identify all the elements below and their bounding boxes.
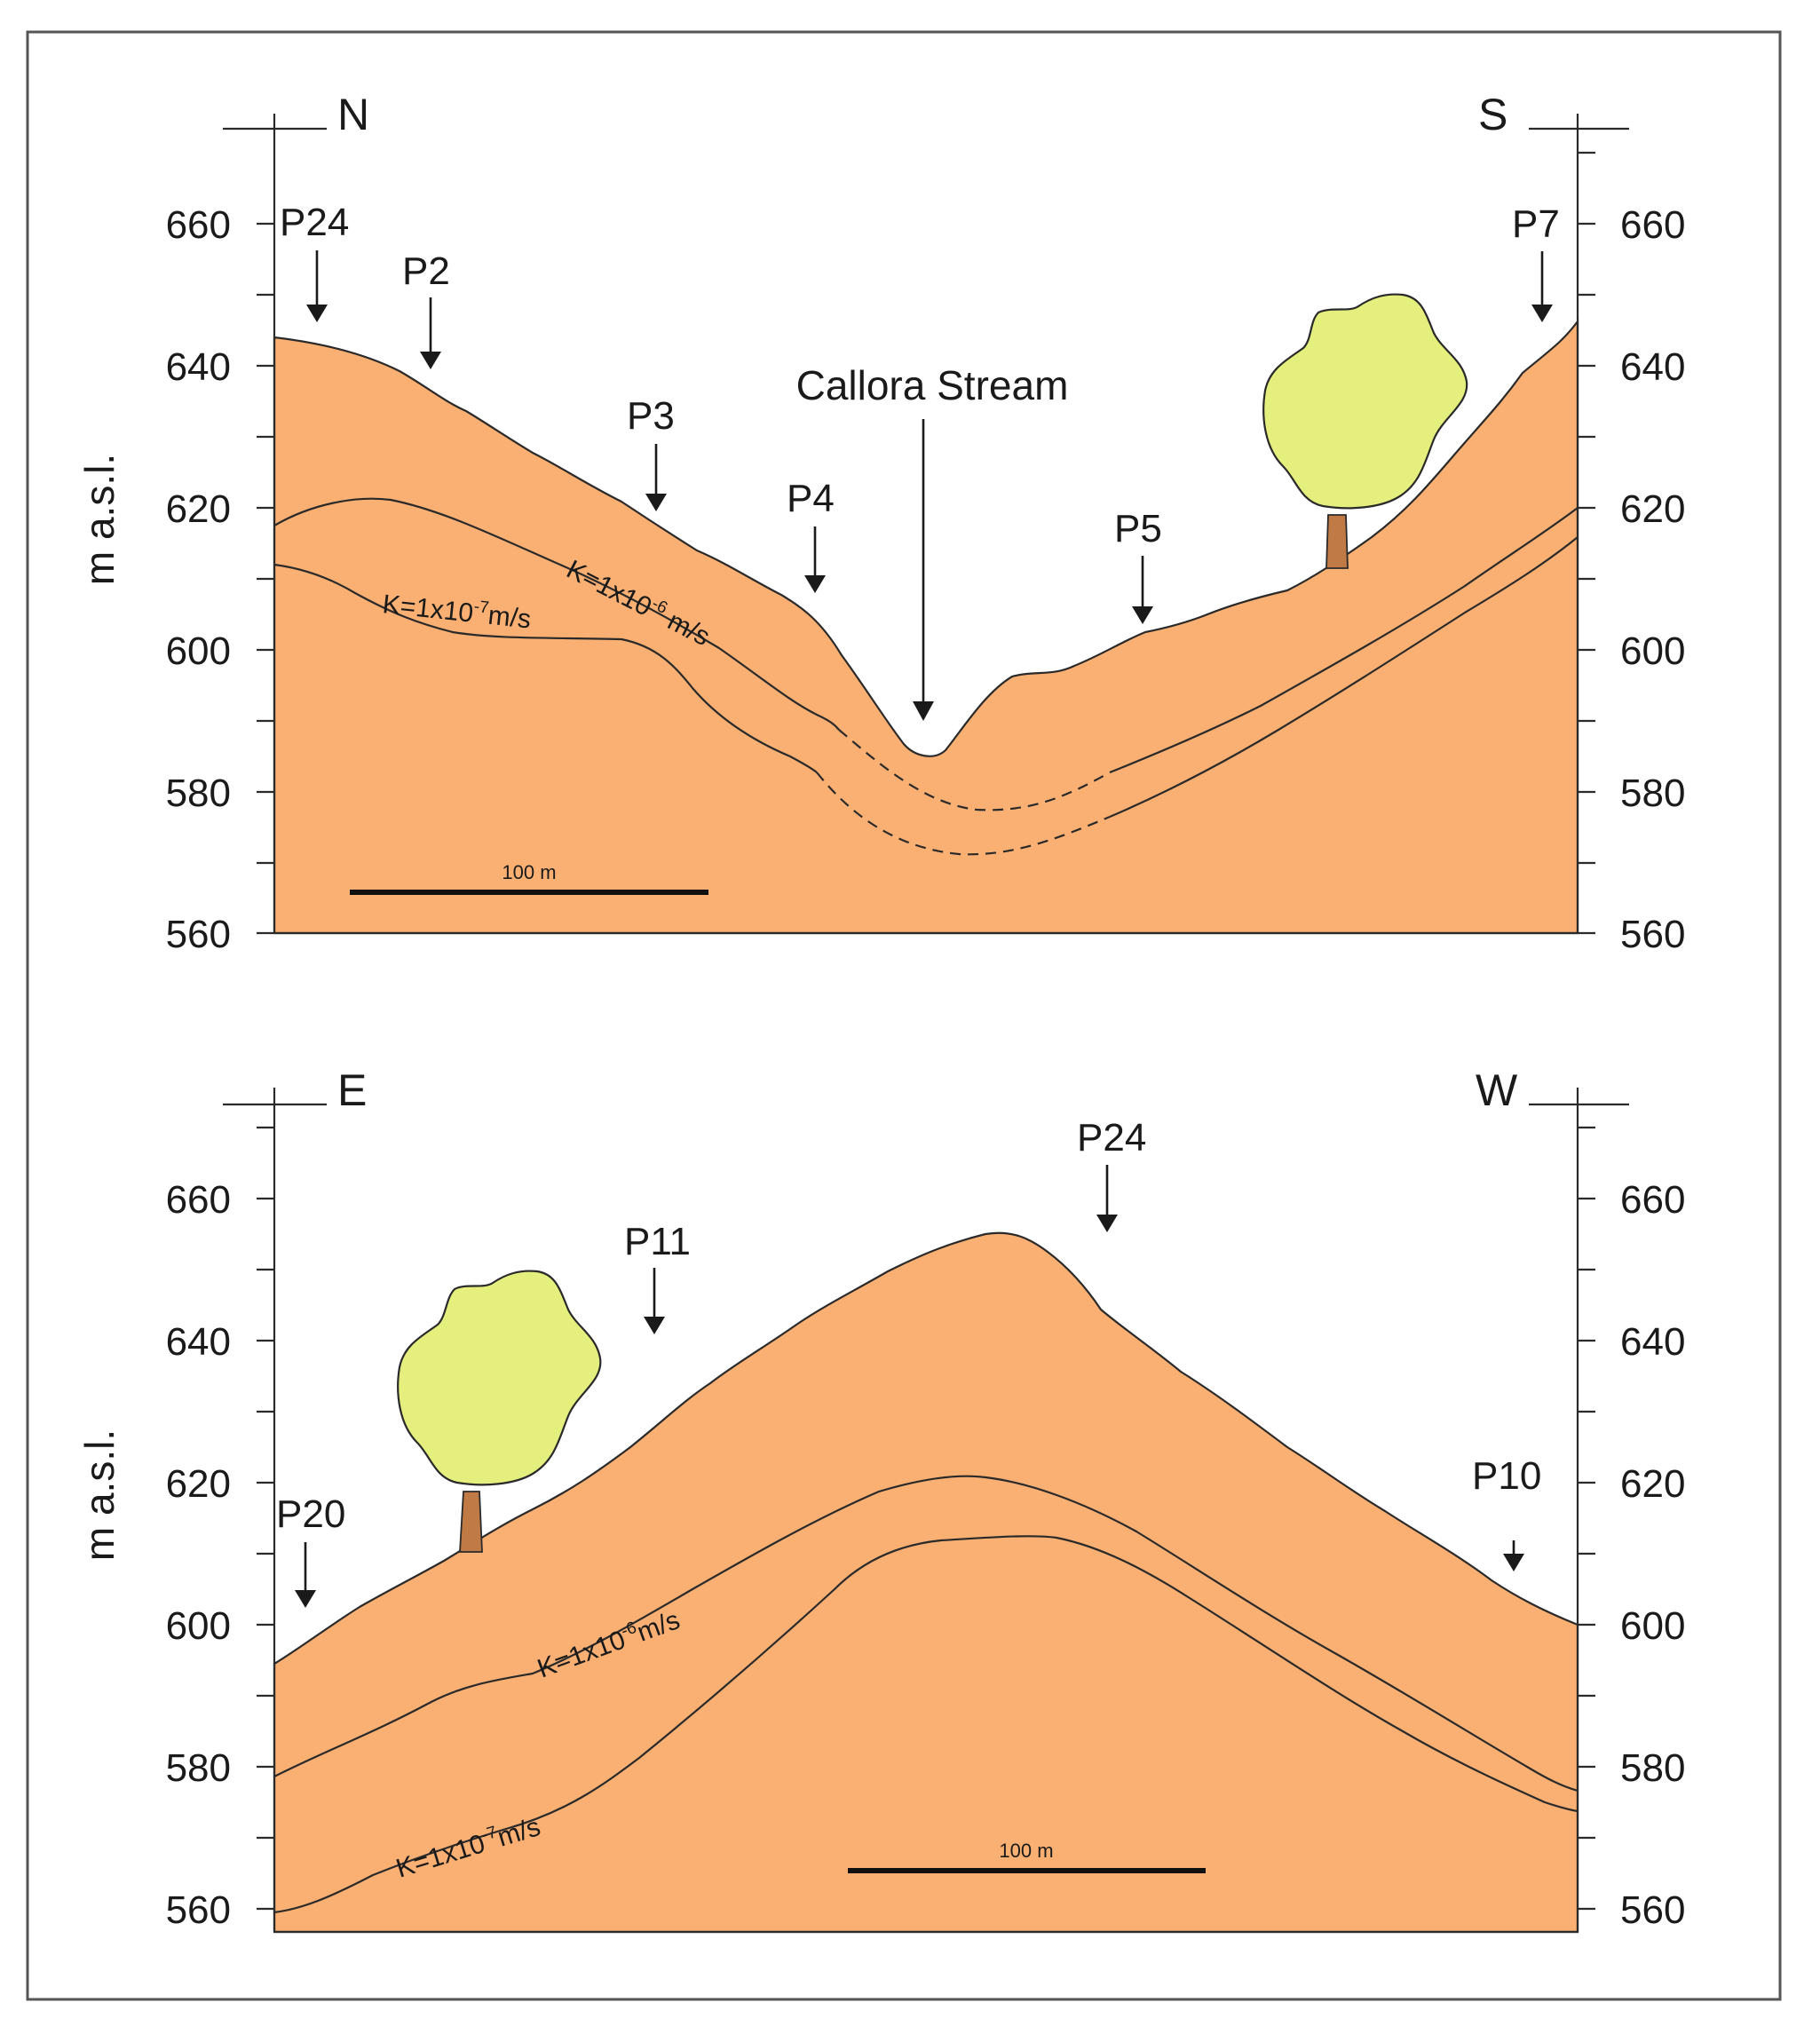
arrowhead <box>644 1317 665 1334</box>
tick-label: 660 <box>1620 203 1685 247</box>
tick-label: 620 <box>166 487 231 531</box>
tree-icon <box>1262 293 1468 569</box>
arrowhead <box>306 305 328 322</box>
k-boundary-lower-ns-dashed <box>816 772 1111 856</box>
tick-label: 640 <box>166 345 231 389</box>
tick-label: 600 <box>1620 1604 1685 1648</box>
terrain-section-ew <box>273 1231 1579 1934</box>
k-boundary-upper-ns-dashed <box>838 729 1111 811</box>
arrowhead <box>1132 606 1153 624</box>
direction-left-ns: N <box>337 90 369 139</box>
right-tick-labels-ns: 660 640 620 600 580 560 <box>1620 203 1685 956</box>
arrowhead <box>1503 1554 1524 1571</box>
k-boundary-lower-ns <box>273 563 818 773</box>
point-label: P11 <box>624 1220 691 1263</box>
k-boundary-upper-ew <box>273 1475 1579 1793</box>
tree-icon <box>397 1270 602 1553</box>
y-axis-label-ew: m a.s.l. <box>76 1429 123 1561</box>
left-tick-labels-ns: 660 640 620 600 580 560 <box>166 203 231 956</box>
tick-label: 620 <box>1620 487 1685 531</box>
arrowhead <box>1096 1215 1118 1232</box>
tick-label: 640 <box>1620 1320 1685 1364</box>
scale-label-ew: 100 m <box>999 1840 1053 1862</box>
arrowhead <box>913 701 934 721</box>
k-boundary-lower-ew <box>273 1535 1579 1914</box>
tick-label: 580 <box>166 1746 231 1790</box>
tick-label: 560 <box>1620 913 1685 956</box>
arrowhead <box>295 1590 316 1608</box>
terrain-section-ns <box>273 318 1579 935</box>
k-boundary-upper-ns <box>273 497 840 731</box>
left-ticks-ew <box>257 1126 274 1911</box>
tick-label: 600 <box>166 1604 231 1648</box>
scale-label-ns: 100 m <box>502 861 556 883</box>
tick-label: 560 <box>1620 1888 1685 1932</box>
arrowhead <box>420 352 441 369</box>
tick-label: 660 <box>166 1178 231 1222</box>
tick-label: 620 <box>1620 1462 1685 1506</box>
tick-label: 600 <box>166 629 231 673</box>
panel-east-west: 660 640 620 600 580 560 660 640 620 600 … <box>76 1065 1685 1934</box>
right-tick-labels-ew: 660 640 620 600 580 560 <box>1620 1178 1685 1932</box>
tick-label: 640 <box>1620 345 1685 389</box>
point-label: P24 <box>280 201 349 244</box>
y-axis-label-ns: m a.s.l. <box>76 454 123 585</box>
point-label: P3 <box>627 394 675 438</box>
left-ticks-ns <box>257 222 274 935</box>
direction-right-ew: W <box>1476 1065 1518 1115</box>
point-label: P7 <box>1512 202 1560 246</box>
tick-label: 560 <box>166 1888 231 1932</box>
arrowhead <box>1531 305 1553 322</box>
arrowhead <box>804 575 826 593</box>
direction-left-ew: E <box>337 1065 367 1115</box>
point-label: P24 <box>1077 1116 1146 1159</box>
point-label: P5 <box>1114 507 1162 550</box>
right-ticks-ew <box>1578 1126 1595 1911</box>
tick-label: 580 <box>1620 1746 1685 1790</box>
panel-north-south: 660 640 620 600 580 560 660 640 620 600 … <box>76 90 1685 956</box>
tick-label: 660 <box>1620 1178 1685 1222</box>
tick-label: 580 <box>1620 772 1685 815</box>
right-ticks-ns <box>1578 151 1595 935</box>
arrowhead <box>645 494 667 511</box>
tick-label: 580 <box>166 772 231 815</box>
direction-right-ns: S <box>1478 90 1507 139</box>
tick-label: 620 <box>166 1462 231 1506</box>
point-label: P10 <box>1472 1454 1541 1498</box>
k-boundary-upper-ns-right <box>1109 507 1579 774</box>
left-tick-labels-ew: 660 640 620 600 580 560 <box>166 1178 231 1932</box>
tick-label: 640 <box>166 1320 231 1364</box>
k-boundary-lower-ns-right <box>1109 536 1579 819</box>
point-label: P4 <box>787 477 835 520</box>
tick-label: 600 <box>1620 629 1685 673</box>
stream-label: Callora Stream <box>796 362 1069 408</box>
point-label: P2 <box>402 249 450 293</box>
point-label: P20 <box>276 1492 345 1536</box>
tick-label: 560 <box>166 913 231 956</box>
tick-label: 660 <box>166 203 231 247</box>
